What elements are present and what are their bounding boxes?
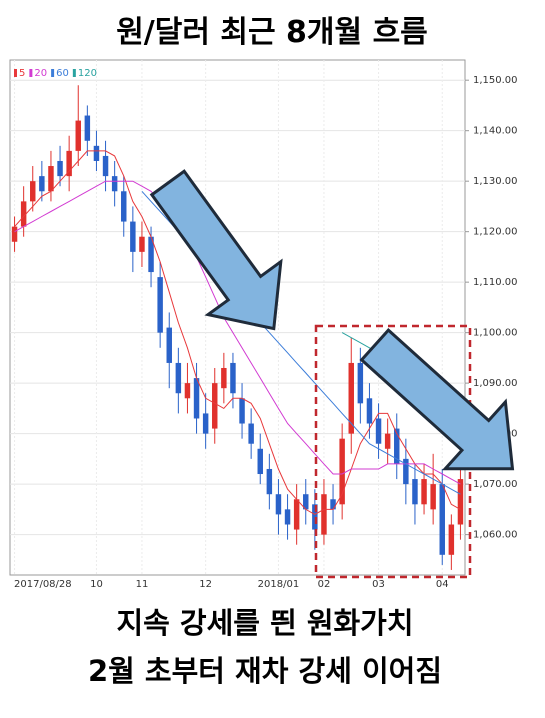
y-tick-label: 1,120.00 — [473, 227, 518, 238]
y-tick-label: 1,070.00 — [473, 479, 518, 490]
legend-label: 60 — [56, 68, 69, 79]
candle-body — [66, 150, 72, 177]
candle-body — [39, 176, 45, 192]
y-tick-label: 1,110.00 — [473, 277, 518, 288]
candle-body — [339, 438, 345, 505]
candle-body — [439, 484, 445, 555]
candle-body — [457, 479, 464, 525]
candle-body — [48, 166, 54, 192]
candle-body — [284, 509, 291, 525]
candle-body — [202, 413, 209, 434]
y-tick-label: 1,060.00 — [473, 530, 518, 541]
candle-body — [212, 383, 218, 429]
x-tick-label: 11 — [136, 579, 149, 590]
candle-body — [130, 221, 136, 252]
candle-body — [321, 494, 327, 535]
legend-swatch — [29, 69, 33, 77]
candle-body — [193, 378, 200, 419]
legend-label: 120 — [78, 68, 97, 79]
legend-swatch — [51, 69, 55, 77]
y-tick-label: 1,130.00 — [473, 176, 518, 187]
candle-body — [157, 277, 163, 333]
candle-body — [266, 468, 273, 495]
legend-swatch — [72, 69, 76, 77]
candle-body — [430, 484, 436, 510]
candle-body — [184, 383, 191, 399]
candle-body — [366, 398, 373, 424]
candle-body — [375, 418, 382, 444]
candle-body — [139, 236, 145, 252]
candle-body — [257, 448, 263, 475]
caption: 2월 초부터 재차 강세 이어짐 — [88, 654, 442, 688]
candle-body — [239, 398, 245, 424]
legend-swatch — [14, 69, 17, 77]
candle-body — [421, 479, 427, 505]
candle-body — [166, 327, 172, 363]
y-tick-label: 1,140.00 — [473, 126, 518, 137]
candle-body — [303, 494, 309, 510]
x-tick-label: 03 — [372, 579, 385, 590]
chart-title: 원/달러 최근 8개월 흐름 — [116, 15, 428, 50]
ma-line — [14, 180, 461, 485]
candle-body — [348, 362, 354, 434]
legend-label: 20 — [34, 68, 47, 79]
arrow — [359, 328, 515, 471]
candle-body — [330, 499, 336, 510]
y-tick-label: 1,150.00 — [473, 75, 518, 86]
candle-body — [293, 499, 300, 530]
candle-body — [384, 433, 391, 449]
candle-body — [102, 155, 109, 177]
candle-body — [230, 362, 236, 394]
x-tick-label: 04 — [436, 579, 449, 590]
candle-body — [148, 236, 154, 273]
arrow — [149, 169, 283, 331]
candle-body — [30, 181, 36, 202]
x-tick-label: 2018/01 — [258, 579, 300, 590]
x-tick-label: 10 — [90, 579, 103, 590]
x-tick-label: 02 — [318, 579, 331, 590]
candle-body — [57, 160, 63, 177]
y-tick-label: 1,090.00 — [473, 378, 518, 389]
candle-body — [221, 367, 227, 389]
candle-body — [403, 458, 409, 485]
ma-line — [14, 150, 461, 515]
candle-body — [111, 176, 118, 192]
candle-body — [412, 479, 418, 505]
candle-body — [448, 524, 455, 555]
candle-body — [175, 362, 182, 394]
plot-layer: 1,060.001,070.001,080.001,090.001,100.00… — [10, 60, 518, 590]
x-tick-label: 12 — [199, 579, 212, 590]
candle-body — [357, 362, 364, 404]
candle-body — [20, 201, 27, 227]
candle-body — [394, 428, 400, 464]
candle-body — [248, 423, 254, 444]
candle-body — [84, 115, 91, 141]
y-tick-label: 1,100.00 — [473, 328, 518, 339]
x-tick-label: 2017/08/28 — [14, 579, 72, 590]
candle-body — [121, 191, 127, 222]
legend-label: 5 — [19, 68, 25, 79]
candle-body — [93, 145, 100, 161]
caption: 지속 강세를 띈 원화가치 — [116, 606, 413, 640]
candle-body — [75, 120, 81, 151]
candle-body — [312, 504, 318, 530]
candle-body — [11, 226, 18, 242]
candle-body — [275, 494, 282, 515]
